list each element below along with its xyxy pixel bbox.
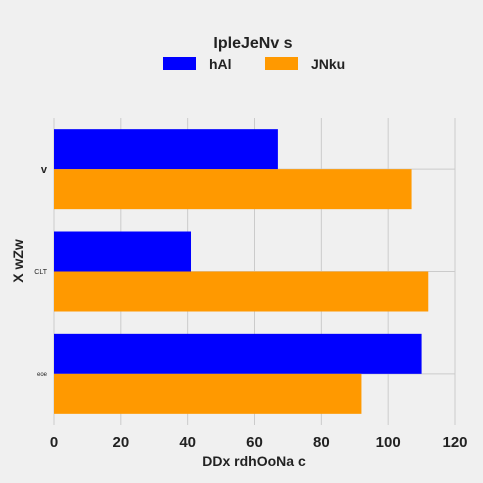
legend-swatch-hAl [163,57,196,70]
x-axis-label: DDx rdhOoNa c [202,453,306,469]
y-axis-ticks: v CLT eoe [34,164,48,378]
chart-title: IpleJeNv s [213,35,292,52]
y-tick-label: v [41,164,48,176]
bar-JNku-eoe [54,373,362,414]
y-tick-label: eoe [37,372,48,378]
bars [54,129,429,414]
x-tick-label: 60 [246,434,263,451]
bar-hAl-eoe [54,333,422,374]
x-tick-label: 0 [50,434,58,451]
x-tick-label: 20 [112,434,129,451]
x-tick-label: 120 [442,434,467,451]
x-tick-label: 80 [313,434,330,451]
legend-label: JNku [311,56,345,72]
legend: hAl JNku [163,56,345,72]
x-tick-label: 40 [179,434,196,451]
x-axis-ticks: 0 20 40 60 80 100 120 [50,434,468,451]
bar-JNku-CLT [54,271,429,312]
bar-hAl-CLT [54,231,192,272]
bar-JNku-v [54,169,412,210]
y-axis-label: X wZw [10,239,26,283]
legend-label: hAl [209,56,232,72]
bar-hAl-v [54,129,278,170]
legend-swatch-JNku [265,57,298,70]
x-tick-label: 100 [376,434,401,451]
y-tick-label: CLT [34,269,47,276]
